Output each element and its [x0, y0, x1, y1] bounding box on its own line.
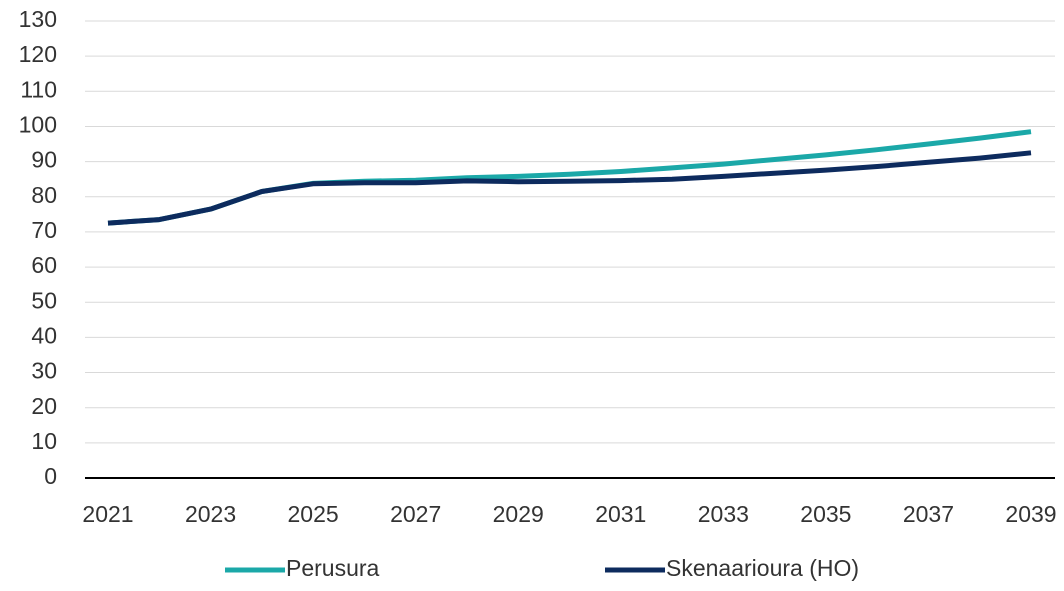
y-tick-label: 100	[19, 112, 57, 138]
y-tick-label: 40	[31, 322, 57, 348]
y-tick-label: 130	[19, 6, 57, 32]
x-tick-label: 2023	[185, 501, 236, 527]
x-tick-label: 2021	[82, 501, 133, 527]
x-tick-label: 2031	[595, 501, 646, 527]
y-tick-label: 20	[31, 393, 57, 419]
legend-label: Skenaarioura (HO)	[666, 555, 859, 581]
x-tick-label: 2025	[288, 501, 339, 527]
y-tick-label: 50	[31, 287, 57, 313]
x-tick-label: 2029	[493, 501, 544, 527]
series-line	[107, 150, 1032, 226]
x-tick-label: 2033	[698, 501, 749, 527]
y-tick-label: 10	[31, 428, 57, 454]
x-tick-label: 2027	[390, 501, 441, 527]
y-tick-label: 30	[31, 358, 57, 384]
x-tick-label: 2039	[1005, 501, 1056, 527]
y-tick-label: 70	[31, 217, 57, 243]
y-tick-label: 60	[31, 252, 57, 278]
y-tick-label: 0	[44, 463, 57, 489]
y-tick-label: 120	[19, 41, 57, 67]
y-tick-label: 80	[31, 182, 57, 208]
y-tick-label: 90	[31, 147, 57, 173]
x-tick-label: 2035	[800, 501, 851, 527]
legend-label: Perusura	[286, 555, 380, 581]
y-tick-label: 110	[20, 76, 57, 102]
x-tick-label: 2037	[903, 501, 954, 527]
series-line	[107, 129, 1032, 226]
